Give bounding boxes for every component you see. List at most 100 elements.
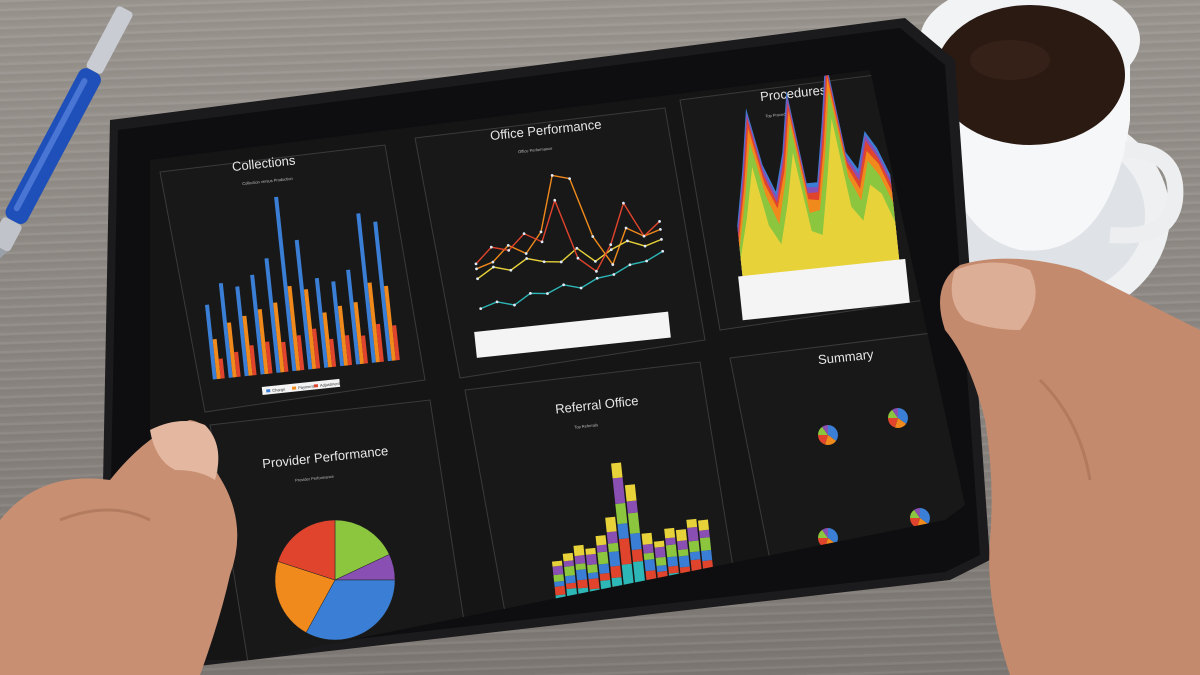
office-point (595, 269, 598, 273)
referral-bar-segment (608, 551, 621, 567)
office-point (595, 276, 599, 280)
office-point (524, 252, 528, 255)
office-point (568, 177, 571, 181)
pen-icon (0, 6, 133, 270)
office-point (476, 277, 479, 281)
collections-bar (314, 277, 329, 368)
office-point (513, 303, 516, 307)
panel-title-collections: Collections (231, 152, 296, 174)
referral-bar-segment (681, 581, 693, 594)
office-point (509, 268, 513, 272)
referral-bar-segment (555, 594, 567, 603)
office-point (562, 283, 566, 287)
referral-bar-segment (701, 549, 713, 562)
office-point (528, 291, 532, 295)
office-point (612, 273, 616, 276)
referral-bar-segment (596, 544, 608, 553)
collections-bar (375, 323, 384, 362)
referral-bar-segment (576, 569, 588, 581)
summary-pie-slice (920, 508, 930, 524)
referral-bar-segment (630, 532, 642, 551)
office-point (658, 227, 662, 231)
panel-summary[interactable]: Summary (729, 331, 975, 561)
office-point (542, 260, 546, 264)
referral-bar-segment (697, 519, 709, 531)
collections-bar (337, 305, 349, 366)
chart-subtitle: Top Procedure (765, 111, 792, 119)
panel-procedures[interactable]: Procedures Top Procedure (679, 52, 926, 331)
referral-bar-segment (659, 589, 670, 597)
procedures-legend (738, 258, 910, 321)
referral-bar-segment (699, 537, 712, 551)
collections-bar (392, 325, 400, 361)
summary-pie-slice (888, 409, 898, 418)
referral-bar-segment (658, 581, 670, 591)
office-point (661, 249, 665, 253)
referral-bar-segment (575, 563, 586, 571)
collections-bar (218, 358, 225, 379)
referral-bar-segment (643, 552, 655, 561)
collections-bar (312, 328, 321, 369)
legend-adjustment: Adjustment (320, 381, 341, 388)
office-point (645, 259, 649, 263)
collections-bar (373, 221, 392, 362)
office-point (489, 245, 493, 249)
collections-bar (296, 335, 305, 371)
office-point (643, 244, 647, 248)
referral-bar-segment (552, 565, 564, 576)
referral-bar-segment (678, 555, 690, 568)
office-series-line (475, 198, 661, 273)
referral-bar-segment (690, 559, 702, 574)
referral-bar-segment (656, 564, 668, 572)
office-point (660, 237, 663, 241)
referral-bar-segment (562, 552, 574, 562)
collections-bar (287, 285, 301, 371)
referral-bar-segment (601, 591, 613, 603)
referral-bar-segment (618, 538, 632, 565)
summary-pie-slice (892, 408, 898, 418)
collections-bar (250, 274, 265, 375)
collections-bar (265, 341, 273, 374)
referral-bar-segment (610, 565, 622, 579)
summary-pie-slice (910, 509, 920, 518)
panel-collections[interactable]: Collections Collection versus Production… (159, 144, 426, 413)
summary-pie-slice (822, 425, 828, 435)
procedures-area-chart (737, 70, 900, 279)
panel-office-performance[interactable]: Office Performance Office Performance (414, 107, 706, 379)
referral-bar-segment (587, 572, 599, 580)
referral-bar-segment (631, 549, 643, 563)
panel-provider-performance[interactable]: Provider Performance Provider Performanc… (209, 399, 471, 675)
summary-pie-slice (828, 425, 838, 441)
chart-subtitle: Provider Performance (295, 474, 335, 483)
referral-bar-segment (621, 563, 634, 585)
panel-title-summary: Summary (817, 346, 874, 367)
office-point (492, 265, 495, 269)
collections-bar-chart (204, 196, 400, 380)
office-point (624, 226, 628, 230)
referral-bar-segment (607, 542, 619, 553)
office-point (553, 198, 557, 202)
office-point (626, 239, 629, 243)
office-point (611, 263, 615, 266)
panel-referral-office[interactable]: Referral Office Top Referrals (464, 361, 741, 641)
referral-bar-segment (599, 572, 611, 581)
referral-bar-segment (612, 477, 626, 504)
referral-bar-segment (703, 567, 715, 582)
office-point (491, 260, 495, 264)
referral-bar-segment (567, 597, 579, 606)
referral-bar-segment (589, 588, 601, 598)
collections-bar (257, 309, 269, 375)
referral-bar-segment (566, 588, 578, 599)
referral-bar-segment (644, 559, 656, 572)
referral-bar-segment (688, 540, 700, 553)
referral-bar-segment (573, 544, 585, 557)
referral-bar-segment (653, 540, 665, 548)
referral-bar-segment (612, 585, 624, 602)
collections-bar (218, 282, 233, 378)
office-point (622, 201, 625, 205)
referral-bar-segment (667, 556, 679, 567)
referral-bar-segment (590, 596, 602, 604)
office-point (546, 292, 549, 295)
office-point (525, 257, 529, 260)
referral-bar-segment (689, 551, 701, 561)
